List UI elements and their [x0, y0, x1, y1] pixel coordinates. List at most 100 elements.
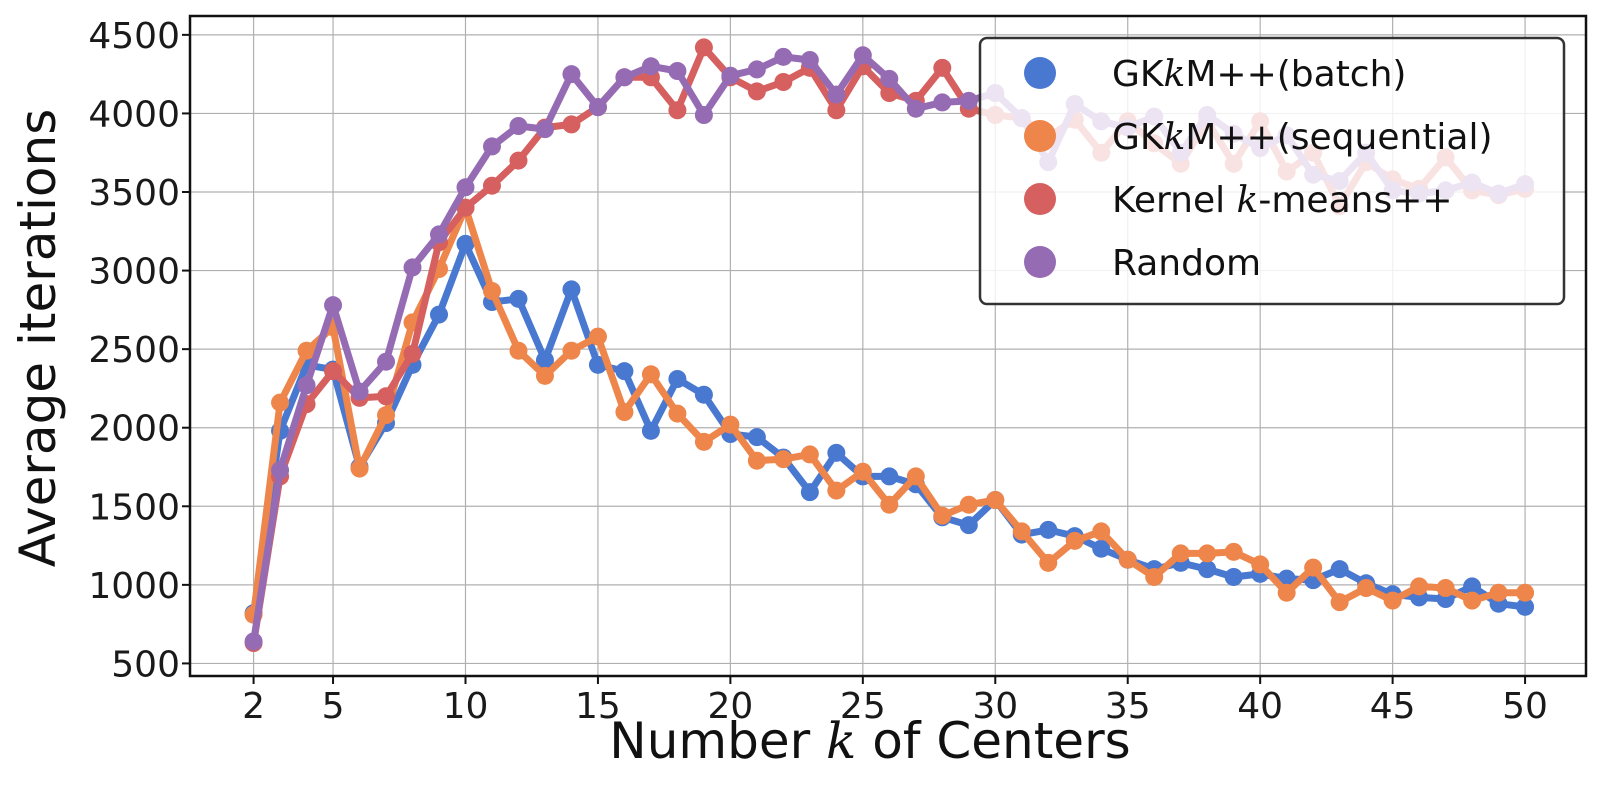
data-point	[1198, 560, 1217, 579]
x-tick-label: 30	[972, 686, 1018, 727]
legend-label-part: M++(sequential)	[1185, 117, 1492, 158]
data-point	[747, 428, 766, 447]
data-point	[482, 176, 501, 195]
data-point	[615, 68, 634, 87]
data-point	[377, 352, 396, 371]
x-tick-label: 5	[322, 686, 345, 727]
x-tick-label: 40	[1237, 686, 1283, 727]
data-point	[324, 362, 343, 381]
data-point	[535, 351, 554, 370]
data-point	[1251, 555, 1270, 574]
data-point	[244, 632, 263, 651]
data-point	[853, 462, 872, 481]
legend-label: Kernel k-means++	[1112, 180, 1453, 221]
y-tick-label: 2000	[88, 409, 180, 450]
data-point	[1118, 550, 1137, 569]
legend-items: GKkM++(batch)GKkM++(sequential)Kernel k-…	[1024, 54, 1493, 284]
data-point	[668, 101, 687, 120]
legend-label-part: Kernel	[1112, 180, 1237, 221]
legend-label-part: k	[1237, 180, 1259, 221]
data-point	[1224, 568, 1243, 586]
data-point	[668, 370, 687, 388]
data-point	[668, 62, 687, 80]
x-axis-label-part: of Centers	[856, 712, 1130, 770]
data-point	[747, 60, 766, 79]
data-point	[933, 93, 952, 112]
legend-label-part: k	[1164, 54, 1186, 95]
data-point	[747, 451, 766, 470]
data-point	[377, 406, 396, 425]
legend-marker	[1024, 57, 1056, 89]
legend: GKkM++(batch)GKkM++(sequential)Kernel k-…	[978, 36, 1566, 306]
data-point	[588, 355, 607, 374]
data-point	[1012, 522, 1031, 541]
data-point	[747, 82, 766, 101]
data-point	[774, 73, 793, 91]
data-point	[641, 365, 660, 384]
data-point	[774, 47, 793, 66]
data-point	[297, 376, 316, 395]
data-point	[1436, 579, 1455, 597]
data-point	[1516, 583, 1535, 602]
data-point	[456, 234, 475, 253]
data-point	[827, 481, 846, 500]
data-point	[509, 151, 528, 170]
data-point	[562, 280, 581, 299]
data-point	[774, 450, 793, 469]
data-point	[562, 65, 581, 84]
data-point	[535, 366, 554, 385]
data-point	[800, 445, 819, 464]
data-point	[694, 432, 713, 451]
legend-label-part: k	[1164, 117, 1186, 158]
data-point	[880, 69, 899, 88]
y-tick-label: 3500	[88, 173, 180, 214]
data-point	[880, 467, 899, 486]
y-tick-label: 2500	[88, 330, 180, 371]
data-point	[668, 404, 687, 423]
x-tick-label: 25	[840, 686, 886, 727]
data-point	[694, 38, 713, 57]
x-axis-label: Number k of Centers	[609, 712, 1130, 770]
x-tick-label: 50	[1502, 686, 1548, 727]
legend-marker	[1024, 183, 1056, 215]
legend-item: Random	[1024, 243, 1261, 284]
y-tick-label: 1500	[88, 487, 180, 528]
x-tick-label: 2	[242, 686, 265, 727]
data-point	[562, 115, 581, 134]
data-point	[562, 341, 581, 360]
legend-label-part: Random	[1112, 243, 1261, 284]
data-point	[721, 66, 740, 85]
y-tick-label: 1000	[88, 566, 180, 607]
data-point	[509, 341, 528, 360]
data-point	[827, 85, 846, 104]
x-tick-label: 10	[443, 686, 489, 727]
data-point	[721, 415, 740, 434]
data-point	[615, 403, 634, 421]
x-tick-label: 15	[575, 686, 621, 727]
x-tick-label: 45	[1370, 686, 1416, 727]
legend-marker	[1024, 120, 1056, 152]
legend-label-part: GK	[1112, 54, 1165, 95]
data-point	[933, 58, 952, 77]
data-point	[403, 258, 422, 277]
data-point	[456, 178, 475, 197]
data-point	[588, 327, 607, 346]
data-point	[1171, 544, 1190, 563]
data-point	[482, 282, 501, 300]
y-tick-label: 500	[111, 644, 180, 685]
data-point	[641, 57, 660, 76]
legend-item: GKkM++(batch)	[1024, 54, 1406, 95]
data-point	[1092, 522, 1111, 541]
legend-label-part: GK	[1112, 117, 1165, 158]
data-point	[1039, 553, 1058, 572]
data-point	[1277, 583, 1296, 602]
y-tick-label: 4000	[88, 94, 180, 135]
data-point	[1463, 591, 1482, 610]
legend-label-part: M++(batch)	[1185, 54, 1406, 95]
data-point	[1092, 539, 1111, 558]
data-point	[694, 385, 713, 404]
x-axis-label-part: Number	[609, 712, 826, 770]
x-tick-label: 35	[1105, 686, 1151, 727]
data-point	[1410, 577, 1429, 596]
data-point	[933, 506, 952, 525]
